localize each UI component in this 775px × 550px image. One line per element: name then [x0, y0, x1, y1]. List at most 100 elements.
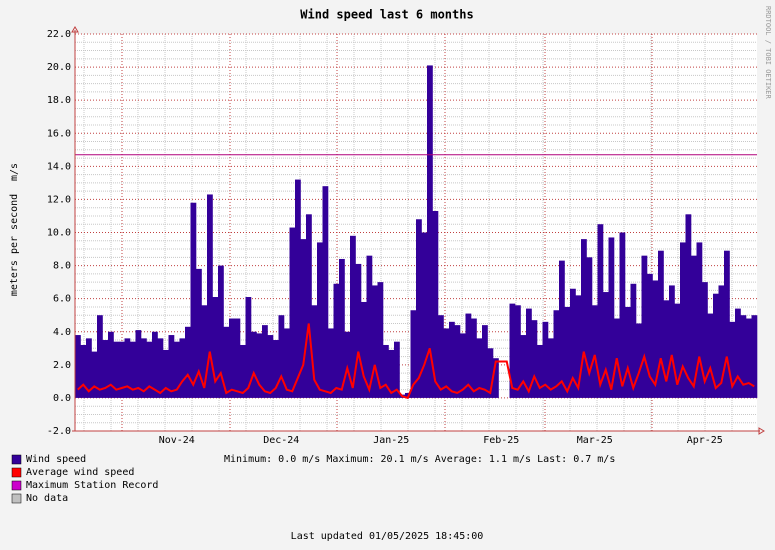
y-tick-label: 0.0 [53, 393, 71, 404]
bar [262, 325, 268, 398]
bar [135, 330, 142, 398]
bar [608, 237, 615, 398]
bar [520, 335, 527, 398]
bar [515, 305, 521, 398]
legend-swatch [11, 480, 22, 491]
bar [691, 255, 697, 398]
x-tick-label: Mar-25 [577, 435, 613, 446]
bar [251, 331, 257, 398]
legend-label: Wind speed [26, 454, 86, 465]
bar [449, 321, 455, 398]
legend-label: Average wind speed [26, 467, 134, 478]
y-tick-label: 16.0 [47, 128, 71, 139]
bar [707, 313, 714, 398]
bar [295, 179, 301, 398]
y-tick-label: 2.0 [53, 360, 71, 371]
legend-swatch [11, 467, 22, 478]
y-axis-arrow [71, 26, 79, 33]
bar [174, 341, 180, 398]
x-tick-label: Nov-24 [159, 435, 195, 446]
x-axis-arrow [758, 427, 765, 435]
bar [493, 358, 499, 398]
bar [240, 344, 246, 398]
legend-label: Maximum Station Record [26, 480, 158, 491]
bar [471, 318, 477, 398]
y-axis-label: meters per second [9, 194, 20, 296]
bar [366, 255, 373, 398]
x-tick-label: Dec-24 [263, 435, 299, 446]
x-tick-label: Feb-25 [483, 435, 519, 446]
bar [647, 273, 653, 398]
bar [75, 335, 81, 398]
bar [575, 295, 582, 398]
legend-label: No data [26, 493, 68, 504]
bar [680, 242, 686, 398]
bar [597, 224, 604, 398]
bar [592, 305, 598, 398]
bar [300, 239, 307, 398]
bar [746, 318, 752, 398]
bar [729, 321, 736, 398]
legend-swatch [11, 493, 22, 504]
bar [273, 340, 279, 398]
bar [311, 305, 318, 398]
bar [603, 292, 609, 398]
bar [553, 310, 560, 398]
bar [674, 303, 681, 398]
bar [229, 318, 235, 398]
x-tick-label: Jan-25 [373, 435, 409, 446]
legend: Wind speed Average wind speed Maximum Stat… [11, 454, 158, 504]
bar [256, 333, 263, 398]
bar [267, 335, 274, 398]
bar [460, 333, 466, 398]
bar [218, 265, 224, 398]
bar [751, 315, 758, 398]
bar [394, 341, 400, 398]
line [77, 323, 755, 400]
y-tick-label: 22.0 [47, 29, 71, 40]
bar [201, 305, 208, 398]
bar [108, 331, 114, 398]
footer: Last updated 01/05/2025 18:45:00 [291, 531, 484, 542]
bar [432, 210, 439, 398]
bar [625, 306, 631, 398]
bar [421, 232, 428, 398]
bar [289, 227, 296, 398]
bar [685, 214, 692, 398]
bar [212, 297, 219, 398]
y-tick-label: -2.0 [47, 426, 71, 437]
bar [361, 301, 367, 398]
bar [306, 214, 312, 398]
bar [636, 323, 642, 398]
bar [339, 258, 345, 398]
bar [196, 268, 202, 398]
bar [80, 344, 87, 398]
bar [438, 315, 444, 398]
bar [482, 325, 488, 398]
bar [163, 349, 169, 398]
y-tick-label: 12.0 [47, 194, 71, 205]
bar [630, 283, 637, 398]
legend-swatch [11, 454, 22, 465]
y-tick-label: 8.0 [53, 261, 71, 272]
bar [713, 293, 719, 398]
bar [146, 341, 153, 398]
bar [245, 297, 252, 398]
bar [317, 242, 323, 398]
bar [542, 321, 549, 398]
bar [531, 320, 538, 398]
bar [91, 351, 98, 398]
bar [465, 313, 472, 398]
y-tick-label: 6.0 [53, 294, 71, 305]
bar [207, 194, 213, 398]
bar [102, 340, 109, 398]
marks [75, 65, 758, 400]
bar [702, 282, 708, 398]
bar [652, 280, 659, 398]
bar [619, 232, 626, 398]
bar [141, 338, 147, 398]
bar [185, 326, 191, 398]
bar [333, 283, 340, 398]
bar [586, 257, 593, 398]
